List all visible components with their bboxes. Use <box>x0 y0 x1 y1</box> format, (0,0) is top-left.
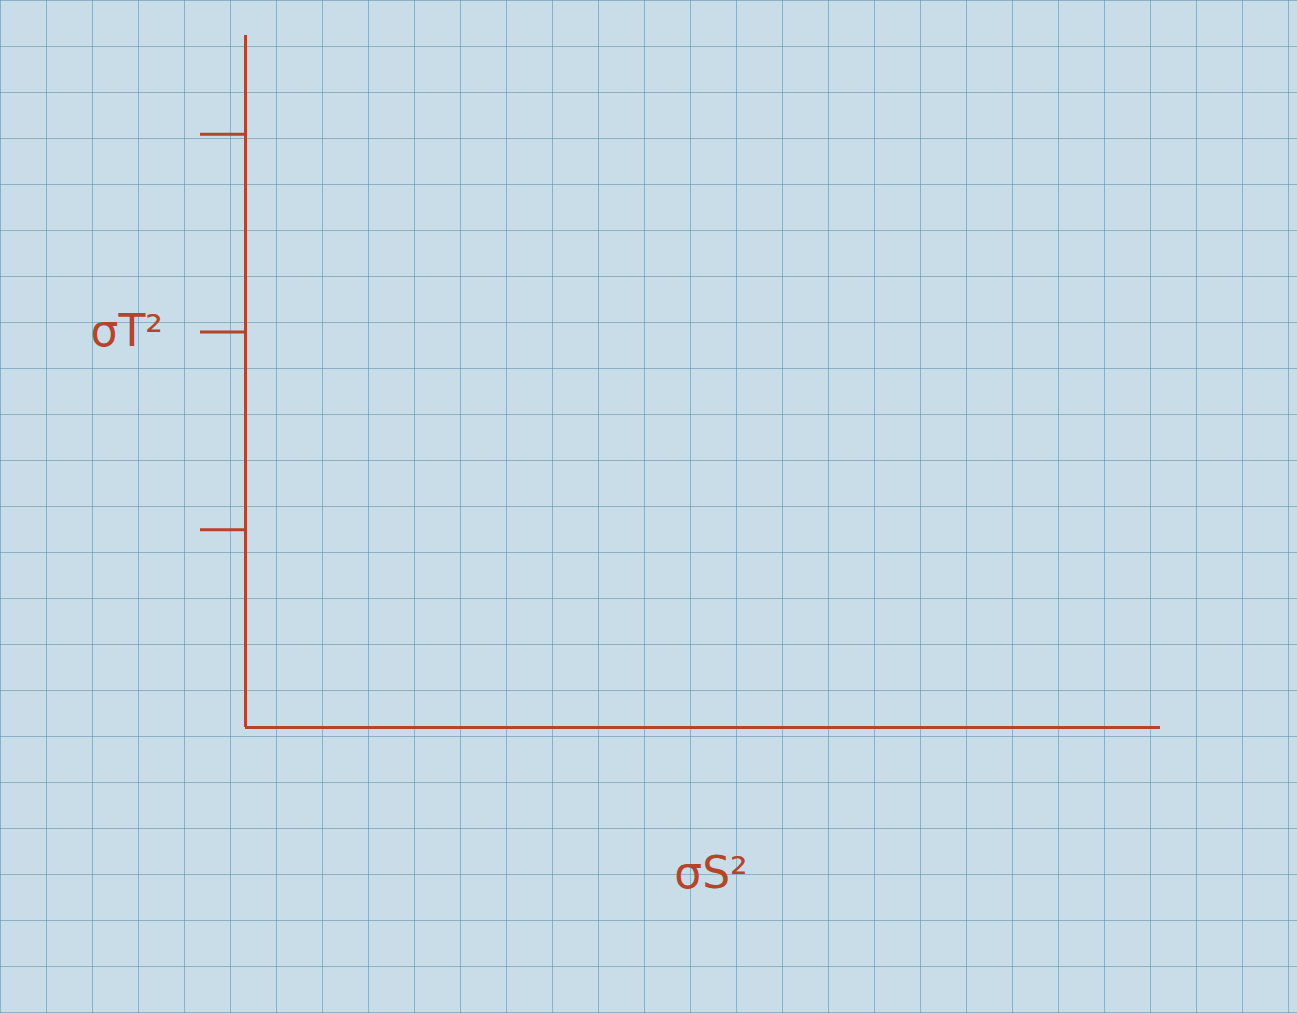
svg-text:σS²: σS² <box>674 847 747 898</box>
svg-text:σT²: σT² <box>91 305 163 356</box>
